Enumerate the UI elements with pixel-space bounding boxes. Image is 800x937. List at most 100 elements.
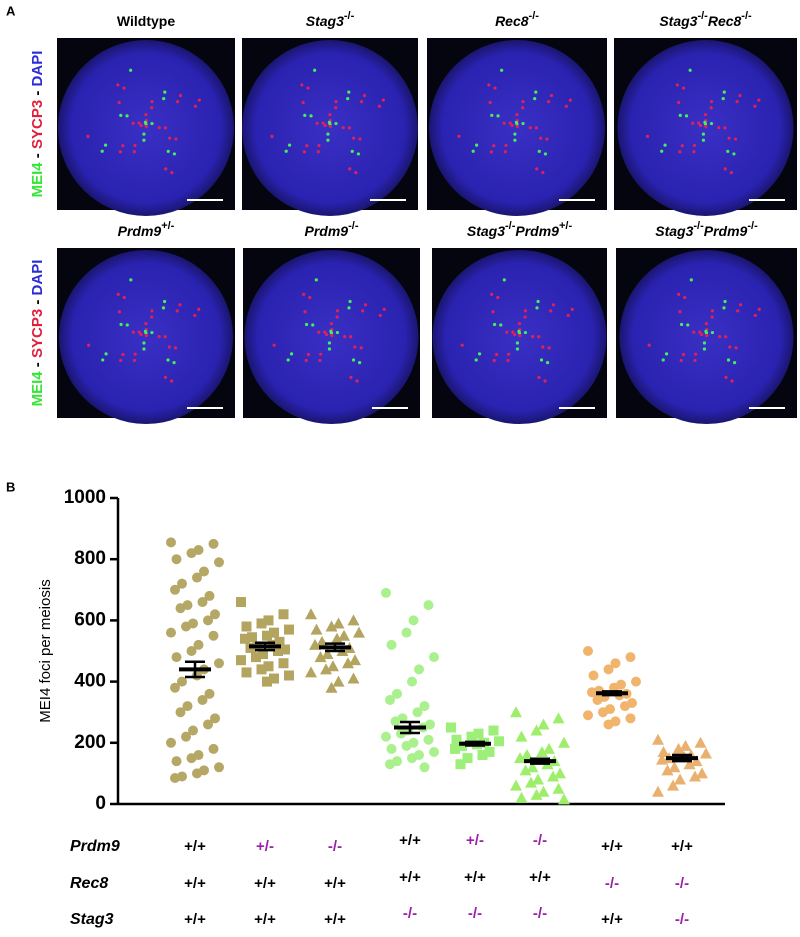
focus [539,358,544,362]
focus [505,330,509,334]
genotype-value: +/+ [399,832,421,849]
data-point [455,759,466,770]
focus [499,323,503,327]
focus [677,292,681,296]
focus [305,144,309,148]
focus [722,306,726,310]
focus [514,120,519,124]
focus [326,132,330,136]
focus [161,306,166,310]
focus [732,360,737,365]
focus [142,132,146,136]
focus [701,132,706,136]
focus [142,138,146,142]
focus [502,121,506,125]
focus [357,360,362,365]
data-point [419,762,430,773]
focus [327,120,332,124]
data-point [462,753,473,764]
data-point [525,776,537,788]
data-point [656,753,668,765]
focus [122,295,126,300]
focus [521,106,525,110]
focus [500,68,504,72]
data-point [327,660,339,672]
data-point [214,557,224,568]
genotype-value: +/- [466,832,484,849]
data-point [192,768,202,779]
focus [702,347,707,351]
data-point [208,743,219,754]
label-superscript: -/- [529,10,540,22]
focus [543,379,547,383]
focus [510,123,514,128]
label-text: Prdm9 [515,223,559,239]
focus [521,99,525,104]
focus [319,352,323,356]
focus [329,322,334,326]
focus [757,98,761,102]
focus [122,86,126,90]
image-label: Stag3-/-Rec8-/- [659,10,752,29]
data-point [690,755,703,767]
focus [678,113,682,117]
data-point [214,762,224,773]
data-point [321,648,334,660]
focus [551,303,556,307]
focus [166,358,170,362]
genotype-row-label: Prdm9 [70,838,120,855]
data-point [170,682,180,693]
y-tick-label: 400 [74,671,106,692]
genotype-value: +/+ [254,911,276,928]
data-point [477,750,488,761]
data-point [598,707,608,718]
focus [723,126,727,130]
focus [490,113,494,117]
focus [303,113,307,117]
panel-letter: B [6,479,15,494]
focus [351,358,356,362]
focus [119,113,123,117]
genotype-value: -/- [328,838,342,855]
focus [494,352,499,357]
data-point [262,676,272,687]
image-label: Prdm9-/- [305,220,359,239]
focus [535,167,539,171]
data-point [583,646,593,656]
data-point [652,733,664,745]
focus [144,124,148,129]
focus [515,124,519,129]
focus [693,358,697,363]
data-point [192,572,202,583]
focus [723,167,727,171]
genotype-value: +/+ [184,911,206,928]
focus [694,352,698,356]
focus [313,68,317,72]
focus [535,306,539,310]
data-point [603,664,614,675]
data-point [530,788,543,800]
focus [272,343,276,347]
data-point [353,626,365,638]
label-text: Prdm9 [118,223,162,239]
focus [681,352,686,357]
data-point [170,772,180,783]
focus [169,379,174,383]
focus [496,114,500,118]
focus [471,149,475,153]
focus [702,341,707,345]
data-point [407,753,417,764]
focus [163,375,168,379]
data-point [625,713,636,724]
image-label: Rec8-/- [495,10,539,29]
focus [381,98,385,102]
data-point [603,719,614,730]
focus [116,292,120,296]
data-point [401,740,412,751]
data-point [314,651,327,663]
focus [150,121,154,126]
data-point [258,649,268,660]
y-axis-label: MEI4 foci per meiosis [37,579,54,722]
focus [681,86,686,90]
data-point [558,736,570,748]
